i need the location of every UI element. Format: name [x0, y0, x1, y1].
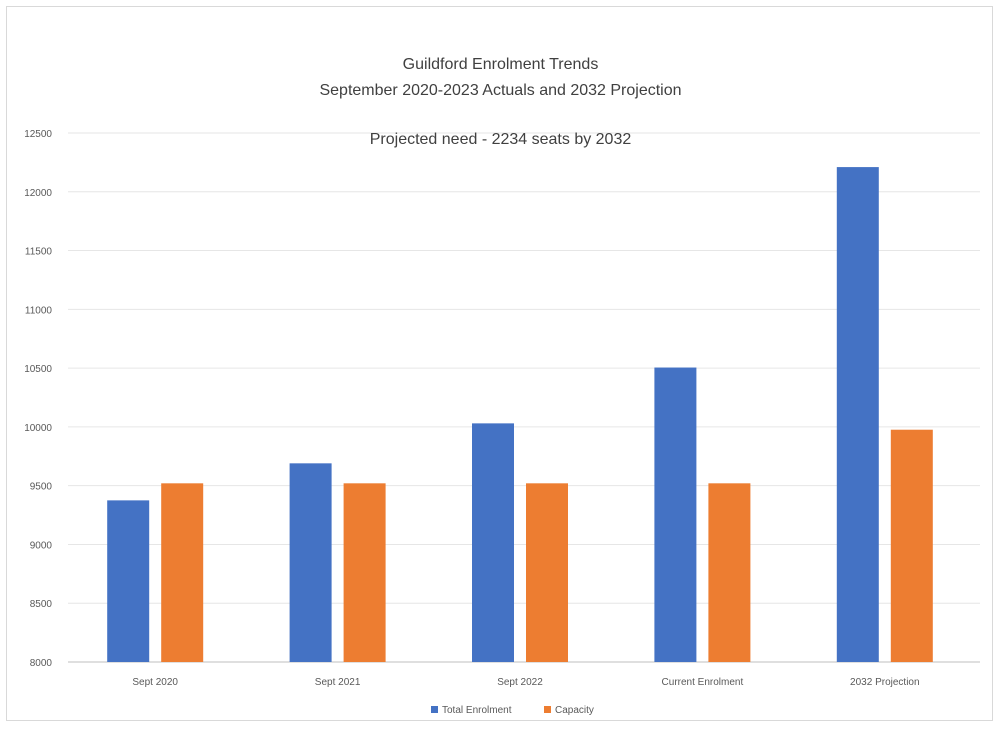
chart-subtitle: September 2020-2023 Actuals and 2032 Pro… [319, 82, 682, 99]
x-tick-label: 2032 Projection [850, 677, 920, 688]
legend-label: Capacity [555, 705, 594, 716]
x-tick-label: Sept 2021 [315, 677, 361, 688]
y-tick-label: 11500 [25, 247, 53, 258]
y-tick-label: 9500 [30, 482, 53, 493]
x-tick-label: Sept 2022 [497, 677, 543, 688]
legend-swatch [431, 706, 438, 713]
bar-total-enrolment [654, 367, 697, 662]
bar-capacity [890, 429, 933, 662]
bar-total-enrolment [289, 463, 332, 662]
bar-capacity [161, 483, 204, 662]
y-tick-label: 10500 [24, 364, 52, 375]
bar-total-enrolment [107, 500, 150, 662]
x-tick-label: Current Enrolment [662, 677, 744, 688]
y-tick-label: 10000 [24, 423, 52, 434]
y-tick-label: 12500 [24, 129, 52, 140]
bar-total-enrolment [472, 423, 514, 662]
y-tick-label: 8500 [30, 599, 53, 610]
y-tick-label: 8000 [30, 658, 53, 669]
legend-label: Total Enrolment [442, 705, 512, 716]
chart-title: Guildford Enrolment Trends [402, 56, 599, 73]
y-tick-label: 11000 [25, 305, 53, 316]
x-tick-label: Sept 2020 [132, 677, 178, 688]
bar-capacity [526, 483, 568, 662]
chart-annotation: Projected need - 2234 seats by 2032 [369, 131, 632, 148]
y-tick-label: 9000 [30, 540, 53, 551]
bar-capacity [343, 483, 386, 662]
legend-swatch [544, 706, 551, 713]
y-tick-label: 12000 [24, 188, 52, 199]
bar-total-enrolment [836, 167, 879, 662]
bar-capacity [708, 483, 751, 662]
